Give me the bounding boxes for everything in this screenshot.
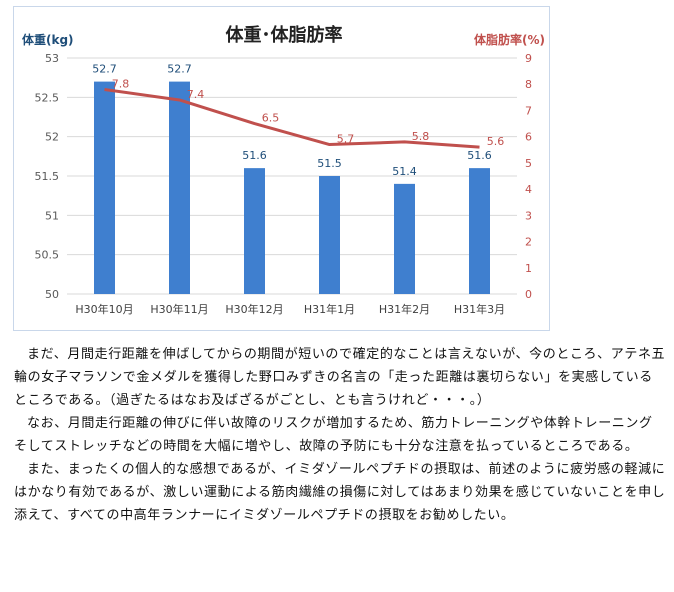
y2-tick-label: 0: [525, 288, 532, 301]
line-data-label: 7.8: [112, 77, 130, 90]
y2-tick-label: 5: [525, 157, 532, 170]
bar-data-label: 52.7: [167, 63, 192, 76]
chart: 50 50.5 51 51.5 52 52.5 53 0 1 2 3 4 5 6 7 8 9 52.7 52.7 51…: [13, 6, 550, 331]
x-tick-label: H31年3月: [454, 302, 505, 316]
bar-data-label: 52.7: [92, 63, 117, 76]
y2-tick-label: 9: [525, 52, 532, 65]
bar-data-label: 51.4: [392, 165, 417, 178]
bar-data-label: 51.6: [242, 149, 267, 162]
bar-data-label: 51.5: [317, 157, 342, 170]
x-tick-label: H31年1月: [304, 302, 355, 316]
bar: [394, 183, 415, 294]
paragraph-1: まだ、月間走行距離を伸ばしてからの期間が短いので確定的なことは言えないが、今のと…: [14, 347, 666, 408]
line-data-label: 5.8: [412, 130, 430, 143]
bar: [244, 168, 265, 294]
bar: [319, 176, 340, 294]
y2-axis-label: 体脂肪率(%): [474, 32, 545, 47]
y2-tick-label: 2: [525, 236, 532, 249]
x-tick-label: H30年12月: [225, 302, 283, 316]
y2-tick-label: 1: [525, 262, 532, 275]
y2-tick-label: 6: [525, 131, 532, 144]
line-data-label: 5.6: [487, 135, 505, 148]
y2-tick-label: 4: [525, 183, 532, 196]
bar: [94, 81, 115, 294]
line-data-label: 5.7: [337, 133, 355, 146]
fat-line: [104, 87, 480, 149]
chart-title: 体重･体脂肪率: [226, 24, 343, 46]
y-tick-label: 50.5: [35, 249, 60, 262]
paragraph-3: また、まったくの個人的な感想であるが、イミダゾールペプチドの摂取は、前述のように…: [14, 462, 666, 523]
y2-tick-label: 8: [525, 78, 532, 91]
y-tick-label: 51: [45, 209, 59, 222]
y-tick-label: 52.5: [35, 91, 60, 104]
y-axis-label: 体重(kg): [22, 32, 74, 47]
y-tick-label: 50: [45, 288, 59, 301]
chart-canvas: 50 50.5 51 51.5 52 52.5 53 0 1 2 3 4 5 6 7 8 9 52.7 52.7 51…: [22, 24, 545, 316]
x-tick-label: H30年10月: [75, 302, 133, 316]
x-tick-label: H31年2月: [379, 302, 430, 316]
y-tick-label: 52: [45, 131, 59, 144]
y-tick-label: 51.5: [35, 170, 60, 183]
body-text: まだ、月間走行距離を伸ばしてからの期間が短いので確定的なことは言えないが、今のと…: [14, 343, 666, 527]
bar: [469, 168, 490, 294]
line-data-label: 7.4: [187, 88, 205, 101]
paragraph-2: なお、月間走行距離の伸びに伴い故障のリスクが増加するため、筋力トレーニングや体幹…: [14, 416, 653, 454]
y-tick-label: 53: [45, 52, 59, 65]
y2-tick-label: 7: [525, 104, 532, 117]
y2-tick-label: 3: [525, 209, 532, 222]
bar: [169, 81, 190, 294]
line-data-label: 6.5: [262, 112, 280, 125]
bar-data-label: 51.6: [467, 149, 492, 162]
x-tick-label: H30年11月: [150, 302, 208, 316]
